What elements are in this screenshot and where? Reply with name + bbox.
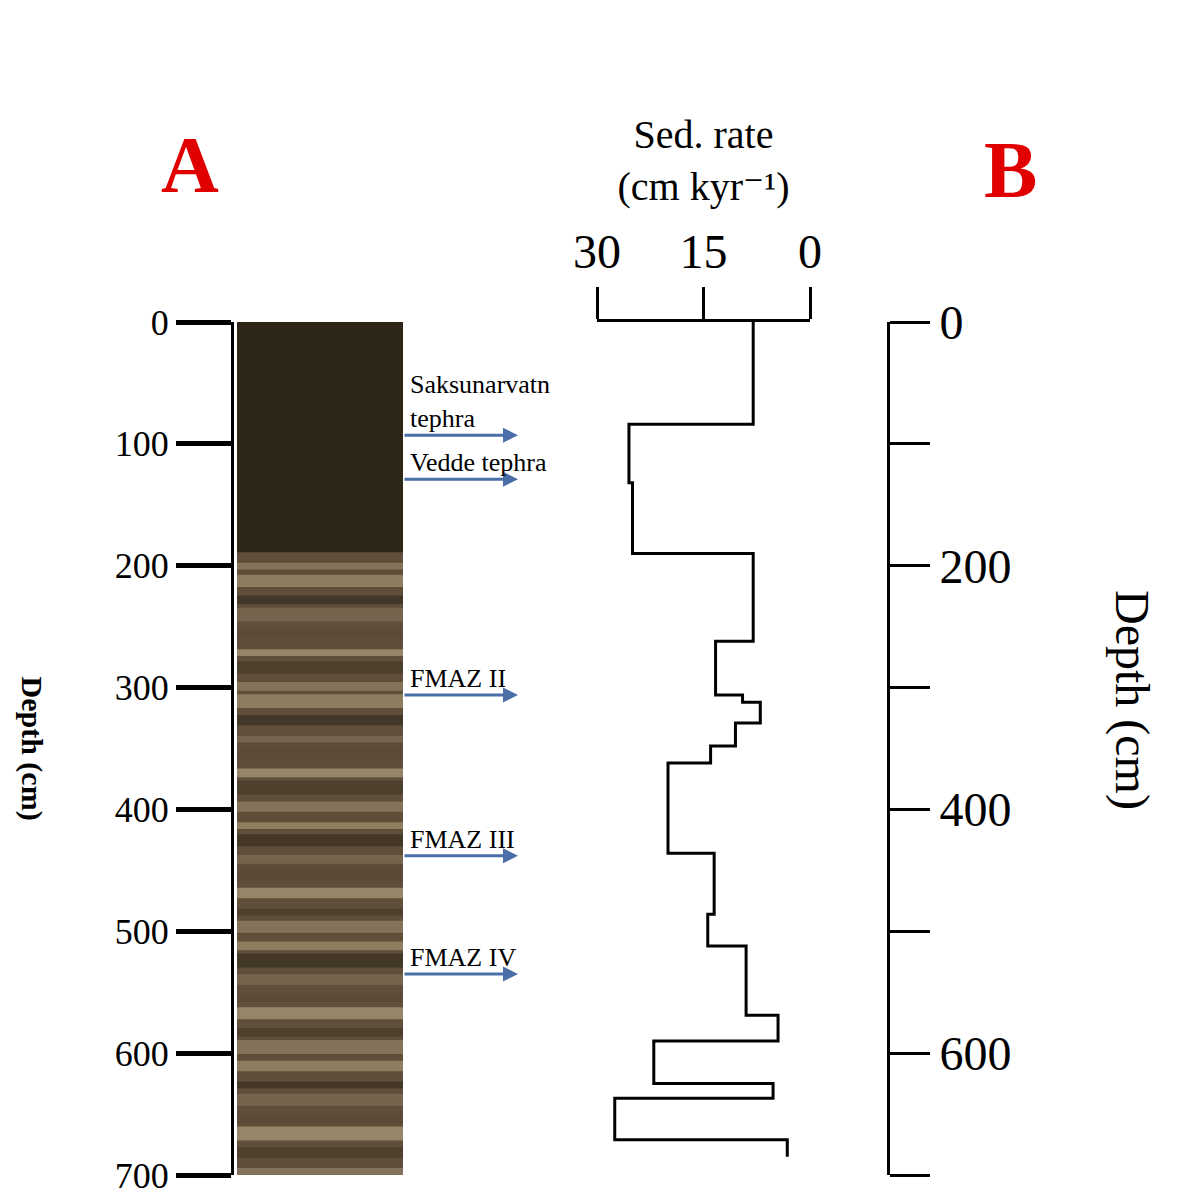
svg-text:FMAZ IV: FMAZ IV <box>410 943 516 972</box>
svg-text:Vedde tephra: Vedde tephra <box>410 448 547 477</box>
svg-text:Sed. rate(cm kyr⁻¹): Sed. rate(cm kyr⁻¹) <box>618 112 790 209</box>
svg-text:400: 400 <box>115 790 169 830</box>
svg-text:Saksunarvatntephra: Saksunarvatntephra <box>410 370 550 433</box>
svg-text:0: 0 <box>940 296 964 349</box>
svg-text:200: 200 <box>940 540 1012 593</box>
svg-text:500: 500 <box>115 912 169 952</box>
svg-text:Depth (cm): Depth (cm) <box>15 677 49 821</box>
svg-text:30: 30 <box>573 225 621 278</box>
svg-text:200: 200 <box>115 546 169 586</box>
svg-text:15: 15 <box>680 225 728 278</box>
svg-text:FMAZ III: FMAZ III <box>410 825 515 854</box>
svg-text:FMAZ II: FMAZ II <box>410 664 506 693</box>
svg-text:0: 0 <box>151 303 169 343</box>
svg-text:600: 600 <box>115 1034 169 1074</box>
svg-text:B: B <box>984 126 1037 214</box>
svg-text:400: 400 <box>940 783 1012 836</box>
svg-text:100: 100 <box>115 424 169 464</box>
svg-text:700: 700 <box>115 1156 169 1196</box>
svg-text:300: 300 <box>115 668 169 708</box>
svg-text:Depth (cm): Depth (cm) <box>1105 590 1159 810</box>
svg-text:0: 0 <box>798 225 822 278</box>
svg-text:A: A <box>161 121 219 209</box>
svg-text:600: 600 <box>940 1027 1012 1080</box>
